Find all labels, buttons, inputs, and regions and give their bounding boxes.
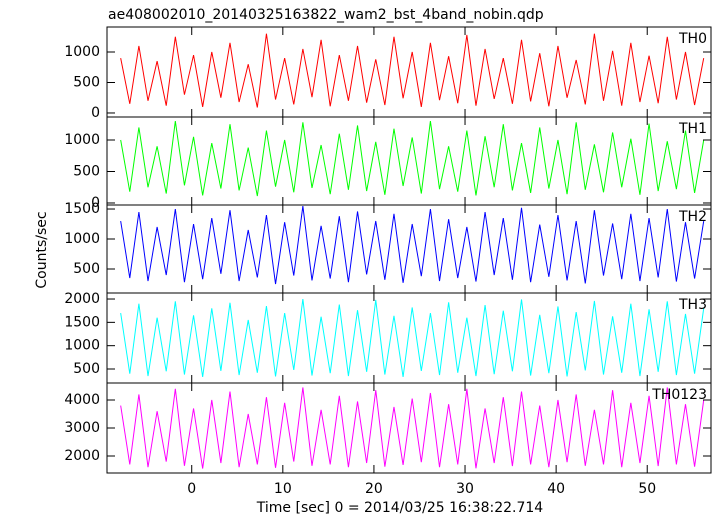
x-tick-label: 10	[274, 481, 292, 497]
light-curve	[120, 298, 705, 378]
panel-label: TH3	[678, 297, 707, 313]
panel-label: TH0123	[651, 387, 707, 403]
y-tick-label: 4000	[64, 392, 100, 408]
y-tick-label: 1000	[64, 231, 100, 247]
panel-label: TH0	[678, 31, 707, 47]
panel-frame	[106, 292, 712, 384]
x-tick-label: 30	[456, 481, 474, 497]
x-tick-label: 0	[187, 481, 196, 497]
chart-title: ae408002010_20140325163822_wam2_bst_4ban…	[108, 7, 544, 23]
light-curve	[120, 205, 705, 285]
y-tick-label: 500	[73, 261, 100, 277]
panel-frame	[106, 382, 712, 474]
y-tick-label: 3000	[64, 420, 100, 436]
y-tick-label: 500	[73, 74, 100, 90]
y-tick-label: 500	[73, 361, 100, 377]
y-tick-label: 1500	[64, 201, 100, 217]
y-tick-label: 2000	[64, 291, 100, 307]
x-tick-label: 40	[547, 481, 565, 497]
panel-frame	[106, 26, 712, 118]
y-tick-label: 0	[91, 105, 100, 121]
y-tick-label: 1000	[64, 132, 100, 148]
light-curve	[120, 121, 705, 197]
y-axis-label: Counts/sec	[34, 211, 50, 288]
y-tick-label: 1000	[64, 338, 100, 354]
light-curve	[120, 33, 705, 108]
y-tick-label: 1000	[64, 44, 100, 60]
x-tick-label: 50	[638, 481, 656, 497]
light-curve	[120, 387, 705, 469]
y-tick-label: 500	[73, 163, 100, 179]
y-tick-label: 2000	[64, 448, 100, 464]
panel-label: TH2	[678, 209, 707, 225]
x-axis-label: Time [sec] 0 = 2014/03/25 16:38:22.714	[256, 500, 544, 516]
y-tick-label: 1500	[64, 314, 100, 330]
panel-label: TH1	[678, 121, 707, 137]
x-tick-label: 20	[365, 481, 383, 497]
y-tick-label: 0	[91, 195, 100, 211]
